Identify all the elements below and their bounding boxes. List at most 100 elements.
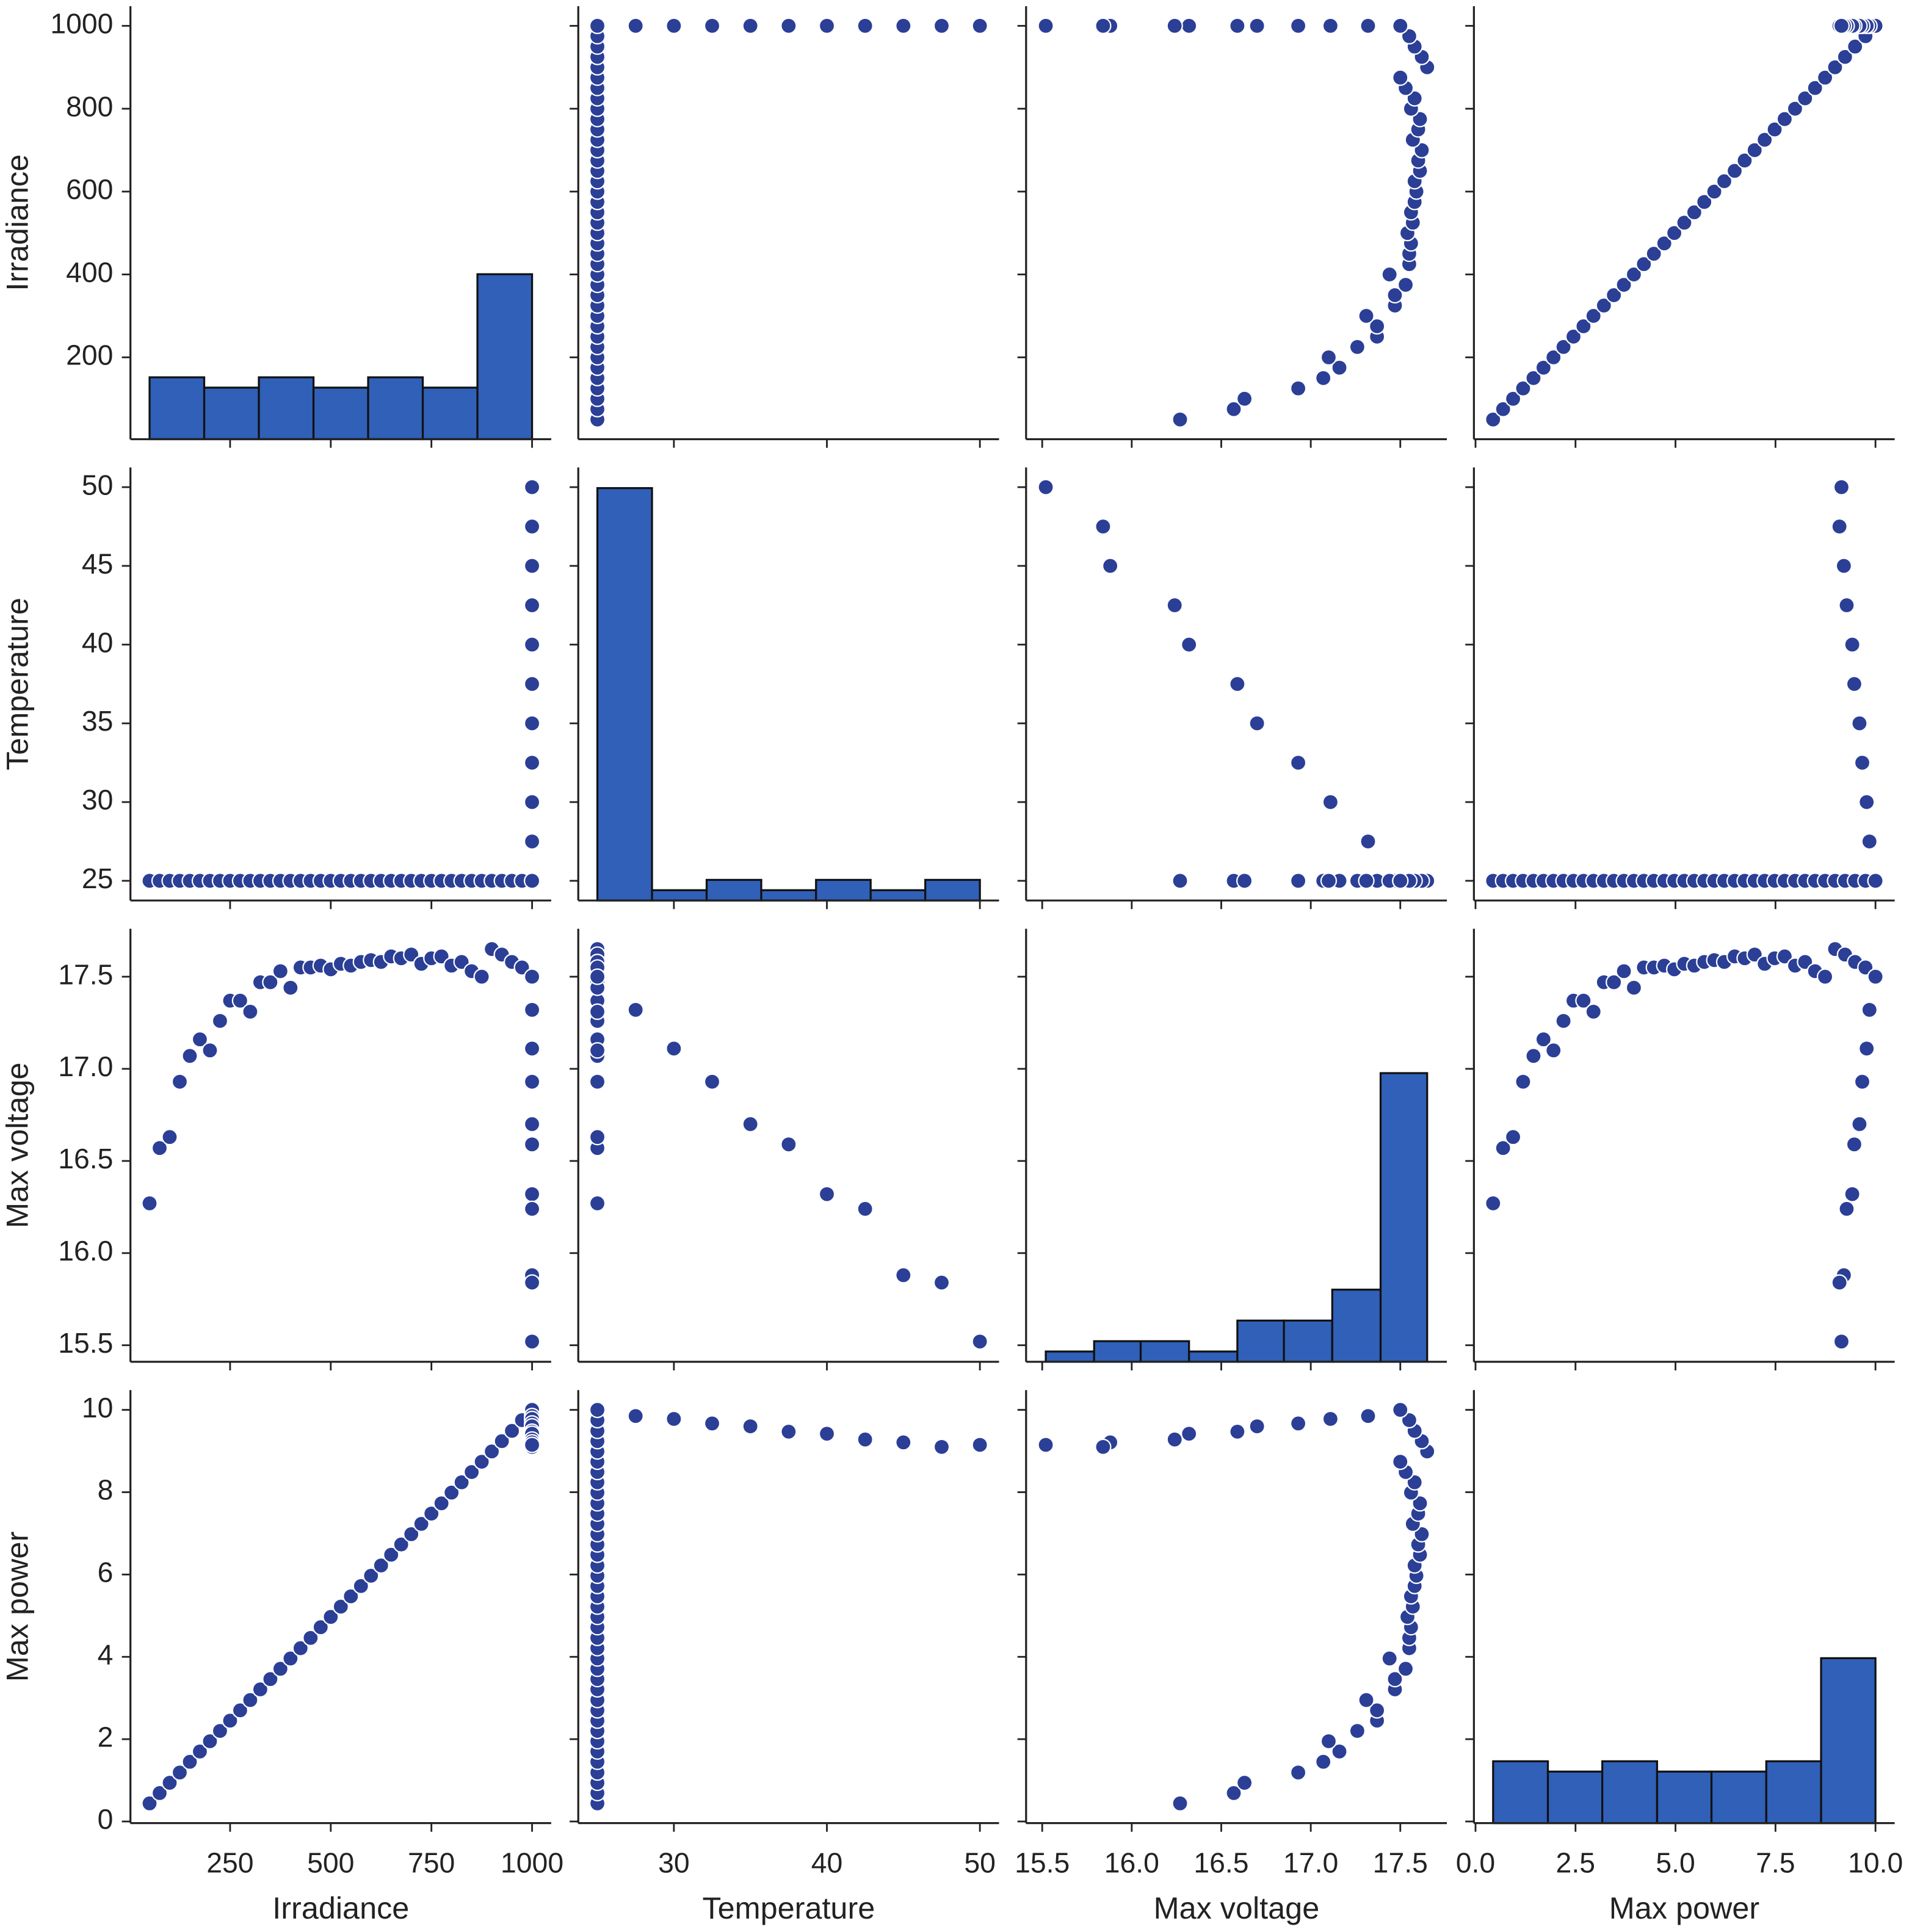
subplot	[1017, 928, 1447, 1371]
scatter-point	[1236, 390, 1253, 407]
x-tick-label: 16.0	[1104, 1847, 1159, 1878]
histogram-bar	[1283, 1319, 1333, 1363]
scatter-point	[523, 1073, 541, 1090]
y-tick-label: 17.0	[58, 1051, 113, 1082]
scatter-point	[1836, 48, 1853, 65]
scatter-point	[1315, 369, 1332, 386]
scatter-point	[1397, 1660, 1414, 1677]
scatter-point	[1585, 307, 1602, 325]
scatter-point	[1565, 328, 1582, 346]
scatter-point	[523, 1436, 541, 1453]
scatter-point	[588, 1073, 606, 1090]
histogram-bar	[651, 889, 708, 902]
scatter-point	[665, 17, 683, 34]
x-tick-label: 15.5	[1015, 1847, 1070, 1878]
scatter-point	[1827, 59, 1844, 76]
scatter-point	[242, 1691, 259, 1709]
scatter-point	[1844, 636, 1861, 653]
scatter-point	[742, 1418, 759, 1435]
scatter-point	[1102, 557, 1119, 574]
scatter-point	[383, 1546, 400, 1563]
scatter-point	[1797, 90, 1814, 107]
scatter-point	[1838, 596, 1855, 614]
scatter-point	[895, 1434, 912, 1451]
y-axis-label: Irradiance	[0, 154, 35, 291]
scatter-point	[1656, 235, 1673, 252]
scatter-point	[818, 17, 836, 34]
subplot	[570, 467, 999, 910]
subplot: 25 30 35 40 45 50	[82, 467, 551, 910]
scatter-point	[1289, 754, 1307, 772]
scatter-point	[1172, 1795, 1189, 1812]
scatter-point	[1816, 69, 1834, 86]
scatter-point	[588, 1129, 606, 1146]
scatter-point	[1095, 17, 1112, 34]
scatter-point	[1833, 17, 1850, 34]
scatter-point	[818, 1185, 836, 1203]
scatter-point	[1844, 1185, 1861, 1203]
scatter-point	[523, 794, 541, 811]
scatter-point	[403, 1525, 420, 1543]
scatter-point	[1360, 1408, 1377, 1425]
scatter-point	[1851, 1115, 1868, 1133]
scatter-point	[1606, 286, 1623, 304]
scatter-point	[1358, 307, 1375, 325]
scatter-point	[627, 17, 644, 34]
scatter-point	[1625, 979, 1643, 996]
scatter-point	[1575, 317, 1592, 335]
scatter-point	[503, 1422, 521, 1439]
subplot	[1465, 6, 1895, 448]
y-tick-label: 35	[82, 705, 114, 737]
scatter-point	[1095, 1438, 1112, 1455]
scatter-point	[1555, 1012, 1572, 1030]
scatter-point	[201, 1732, 219, 1750]
scatter-point	[1358, 872, 1375, 889]
scatter-point	[171, 1764, 189, 1781]
scatter-point	[523, 1115, 541, 1133]
scatter-point	[1406, 90, 1423, 107]
histogram-bar	[1710, 1770, 1767, 1825]
scatter-point	[588, 1042, 606, 1059]
scatter-point	[1166, 17, 1183, 34]
histogram-bar	[1188, 1350, 1239, 1363]
scatter-point	[201, 1042, 219, 1059]
scatter-point	[191, 1031, 209, 1048]
scatter-point	[222, 1712, 239, 1729]
scatter-point	[1392, 17, 1409, 34]
scatter-point	[1037, 1436, 1054, 1453]
histogram-bar	[203, 386, 260, 441]
scatter-point	[272, 963, 289, 980]
scatter-point	[211, 1722, 229, 1740]
y-tick-label: 25	[82, 863, 114, 894]
scatter-point	[1606, 974, 1623, 991]
scatter-point	[433, 1495, 450, 1512]
scatter-point	[1331, 1743, 1348, 1760]
scatter-point	[1400, 27, 1418, 45]
histogram-bar	[924, 878, 981, 902]
subplot: 15.5 16.0 16.5 17.0 17.5	[58, 928, 551, 1371]
scatter-point	[627, 1408, 644, 1425]
scatter-point	[413, 1515, 430, 1533]
scatter-point	[231, 1702, 249, 1719]
scatter-point	[342, 1588, 360, 1605]
scatter-point	[1575, 992, 1592, 1009]
scatter-point	[1545, 349, 1562, 366]
subplot	[1017, 6, 1447, 448]
y-tick-label: 800	[66, 90, 113, 122]
scatter-point	[1845, 675, 1863, 693]
scatter-point	[933, 1438, 951, 1455]
scatter-point	[1411, 1495, 1429, 1512]
scatter-point	[1615, 963, 1632, 980]
scatter-point	[1766, 121, 1783, 138]
histogram-bar	[1492, 1760, 1549, 1825]
scatter-point	[1847, 38, 1864, 55]
subplot: 15.5 16.0 16.5 17.0 17.5	[1015, 1390, 1447, 1878]
scatter-point	[181, 1753, 198, 1770]
y-tick-label: 16.5	[58, 1143, 113, 1174]
scatter-point	[627, 1001, 644, 1018]
subplot	[570, 6, 999, 448]
scatter-point	[1386, 1671, 1403, 1688]
scatter-point	[856, 1200, 874, 1217]
scatter-point	[1615, 276, 1632, 294]
y-axis-label: Temperature	[0, 598, 35, 770]
